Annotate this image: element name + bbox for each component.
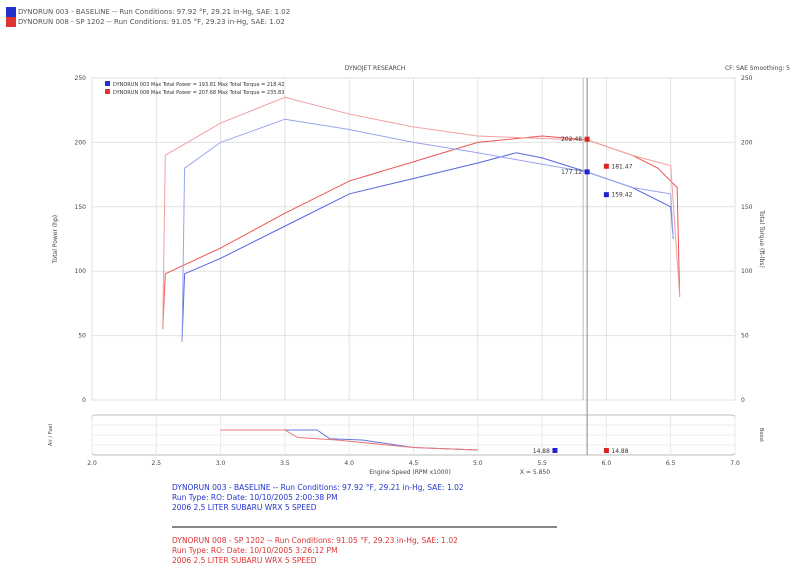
lower-marker-point bbox=[552, 448, 558, 453]
x-tick-label: 6.5 bbox=[666, 460, 676, 467]
y-tick-label: 100 bbox=[75, 268, 87, 275]
y2-tick-label: 250 bbox=[741, 75, 753, 82]
lower-series-line bbox=[220, 429, 478, 451]
marker-point bbox=[603, 192, 609, 198]
series-line bbox=[162, 96, 681, 330]
marker-point bbox=[584, 136, 590, 142]
y2-tick-label: 50 bbox=[741, 333, 749, 340]
footer-blue-line: DYNORUN 003 - BASELINE -- Run Conditions… bbox=[172, 483, 464, 492]
x-tick-label: 2.0 bbox=[87, 460, 97, 467]
series-line bbox=[181, 118, 674, 343]
x-tick-label: 3.0 bbox=[216, 460, 226, 467]
chart-subtitle: CF: SAE Smoothing: 5 bbox=[725, 65, 790, 72]
y-tick-label: 50 bbox=[78, 333, 86, 340]
y-tick-label: 0 bbox=[82, 397, 86, 404]
marker-label: 177.12 bbox=[561, 169, 582, 176]
footer-blue-line: 2006 2.5 LITER SUBARU WRX 5 SPEED bbox=[172, 503, 317, 512]
y2-tick-label: 150 bbox=[741, 204, 753, 211]
x-tick-label: 5.5 bbox=[537, 460, 547, 467]
x-tick-label: 2.5 bbox=[152, 460, 162, 467]
x-axis-label: Engine Speed (RPM x1000) bbox=[369, 469, 451, 476]
marker-label: 159.42 bbox=[611, 192, 632, 199]
footer-red-line: 2006 2.5 LITER SUBARU WRX 5 SPEED bbox=[172, 556, 317, 565]
legend-entry: DYNORUN 003 Max Total Power = 193.81 Max… bbox=[113, 82, 284, 88]
lower-marker-point bbox=[603, 448, 609, 453]
run1-swatch bbox=[6, 7, 16, 17]
run2-swatch bbox=[6, 17, 16, 27]
y2-tick-label: 0 bbox=[741, 397, 745, 404]
marker-point bbox=[584, 169, 590, 175]
x-tick-label: 5.0 bbox=[473, 460, 483, 467]
y2-tick-label: 100 bbox=[741, 268, 753, 275]
y2-tick-label: 200 bbox=[741, 139, 753, 146]
y2-axis-label: Total Torque (ft-lbs) bbox=[758, 209, 765, 268]
legend-swatch bbox=[105, 81, 110, 86]
marker-label: 202.48 bbox=[561, 136, 582, 143]
lower-marker-label: 14.88 bbox=[611, 448, 628, 455]
footer-red: DYNORUN 008 - SP 1202 -- Run Conditions:… bbox=[172, 536, 458, 566]
lower-y2-axis-label: Boost bbox=[758, 428, 764, 442]
x-tick-label: 7.0 bbox=[730, 460, 740, 467]
marker-point bbox=[603, 163, 609, 169]
y-tick-label: 200 bbox=[75, 139, 87, 146]
legend-entry: DYNORUN 008 Max Total Power = 207.68 Max… bbox=[113, 90, 284, 96]
lower-y-axis-label: Air / Fuel bbox=[48, 424, 54, 446]
y-tick-label: 250 bbox=[75, 75, 87, 82]
cursor-label: X = 5.850 bbox=[520, 469, 550, 476]
y-axis-label: Total Power (hp) bbox=[52, 215, 59, 264]
chart-title: DYNOJET RESEARCH bbox=[345, 65, 406, 72]
x-tick-label: 3.5 bbox=[280, 460, 290, 467]
lower-marker-label: 14.88 bbox=[533, 448, 550, 455]
marker-label: 181.47 bbox=[611, 163, 632, 170]
x-tick-label: 6.0 bbox=[602, 460, 612, 467]
legend-swatch bbox=[105, 89, 110, 94]
x-tick-label: 4.0 bbox=[344, 460, 354, 467]
footer-red-line: DYNORUN 008 - SP 1202 -- Run Conditions:… bbox=[172, 536, 458, 545]
series-line bbox=[162, 135, 681, 330]
y-tick-label: 150 bbox=[75, 204, 87, 211]
footer-red-line: Run Type: RO: Date: 10/10/2005 3:26:12 P… bbox=[172, 546, 338, 555]
footer-divider bbox=[172, 526, 557, 528]
run2-header: DYNORUN 008 - SP 1202 -- Run Conditions:… bbox=[18, 18, 285, 26]
run1-header: DYNORUN 003 - BASELINE -- Run Conditions… bbox=[18, 8, 291, 16]
footer-blue: DYNORUN 003 - BASELINE -- Run Conditions… bbox=[172, 483, 464, 513]
footer-blue-line: Run Type: RO: Date: 10/10/2005 2:00:38 P… bbox=[172, 493, 338, 502]
x-tick-label: 4.5 bbox=[409, 460, 419, 467]
